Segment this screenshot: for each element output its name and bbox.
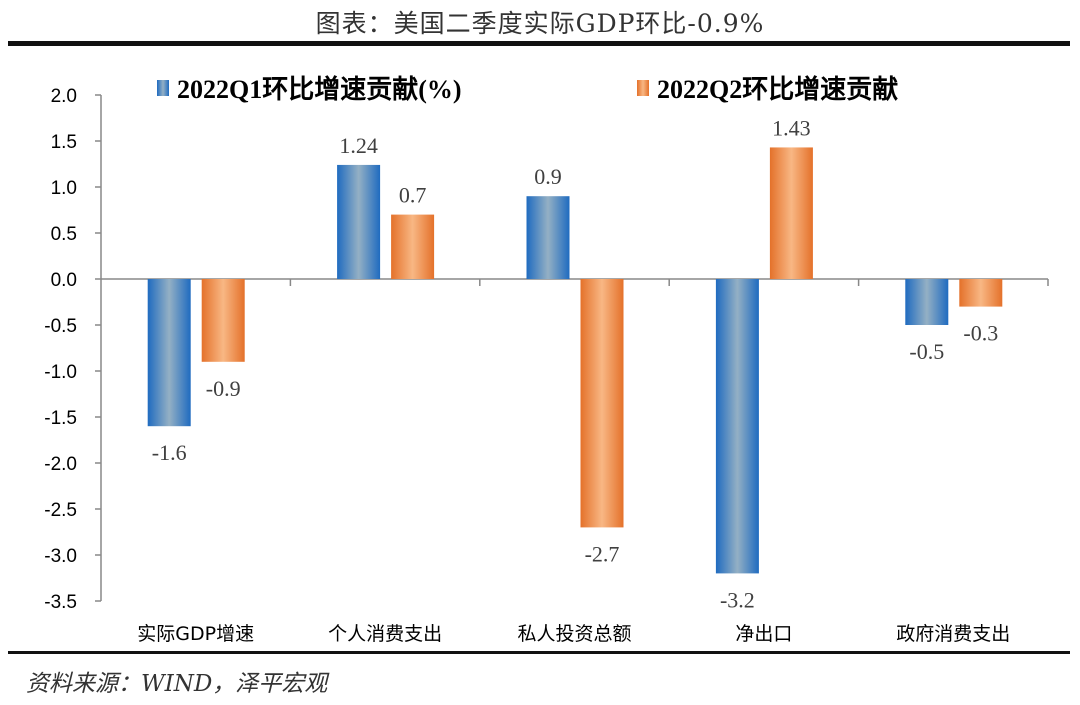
bar-q1 <box>337 164 381 279</box>
bar-q1 <box>715 279 759 574</box>
bar-q2 <box>201 279 245 362</box>
legend-swatch <box>157 80 169 96</box>
y-tick-label: 0.0 <box>51 270 77 291</box>
data-label: -0.9 <box>206 376 241 401</box>
y-tick-label: -2.5 <box>44 500 77 521</box>
title-divider <box>8 41 1070 46</box>
x-category-label: 政府消费支出 <box>896 623 1010 645</box>
footer-divider <box>8 651 1070 654</box>
legend-label: 2022Q2环比增速贡献 <box>657 74 898 104</box>
bar-q1 <box>147 279 191 427</box>
data-label: -0.5 <box>909 339 944 364</box>
data-label: -3.2 <box>720 587 755 612</box>
y-tick-label: 1.5 <box>51 132 77 153</box>
y-tick-label: -0.5 <box>44 316 77 337</box>
x-category-label: 净出口 <box>735 623 792 645</box>
data-label: -1.6 <box>152 440 187 465</box>
y-tick-label: 0.5 <box>51 224 77 245</box>
bar-q2 <box>959 279 1003 307</box>
y-tick-label: 2.0 <box>51 86 77 107</box>
bar-q1 <box>905 279 949 325</box>
y-tick-label: 1.0 <box>51 178 77 199</box>
data-label: 1.24 <box>339 133 378 158</box>
data-label: -2.7 <box>585 541 620 566</box>
source-note: 资料来源：WIND，泽平宏观 <box>26 671 328 697</box>
bar-q2 <box>769 147 813 279</box>
data-label: -0.3 <box>963 321 998 346</box>
y-tick-label: -2.0 <box>44 454 77 475</box>
data-label: 0.7 <box>399 183 427 208</box>
y-tick-label: -3.5 <box>44 592 77 613</box>
data-label: 0.9 <box>534 164 562 189</box>
y-tick-label: -1.5 <box>44 408 77 429</box>
bar-q2 <box>391 214 435 279</box>
y-tick-label: -3.0 <box>44 546 77 567</box>
data-label: 1.43 <box>772 115 811 140</box>
chart-title: 图表：美国二季度实际GDP环比-0.9% <box>315 9 765 38</box>
legend-swatch <box>637 80 649 96</box>
x-category-label: 个人消费支出 <box>328 623 442 645</box>
bar-q1 <box>526 196 570 279</box>
bar-q2 <box>580 279 624 528</box>
x-category-label: 实际GDP增速 <box>137 623 254 645</box>
legend-label: 2022Q1环比增速贡献(%) <box>177 74 462 104</box>
x-category-label: 私人投资总额 <box>517 623 631 645</box>
y-tick-label: -1.0 <box>44 362 77 383</box>
